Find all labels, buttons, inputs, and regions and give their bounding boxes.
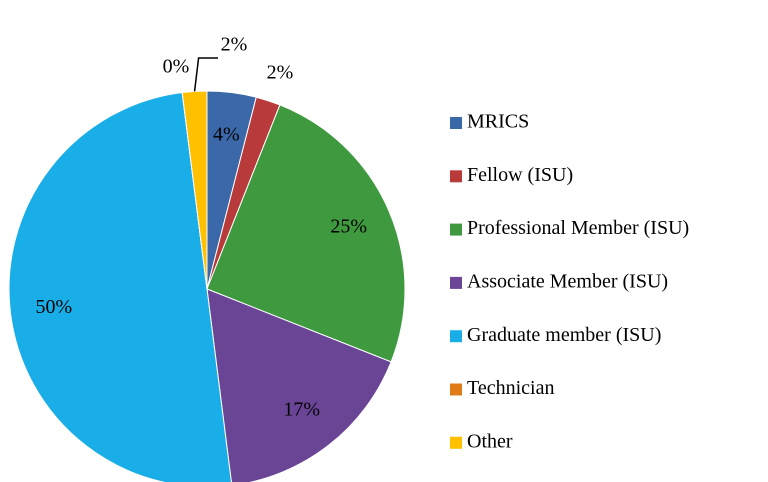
data-label: 0% bbox=[163, 56, 190, 78]
legend-swatch bbox=[450, 436, 462, 449]
data-label: 4% bbox=[213, 123, 240, 145]
data-label: 2% bbox=[221, 34, 248, 56]
legend-label: Other bbox=[467, 430, 513, 452]
legend-swatch bbox=[450, 276, 462, 289]
pie-slice bbox=[206, 104, 406, 363]
legend-swatch bbox=[450, 223, 462, 236]
data-label: 50% bbox=[35, 296, 72, 318]
legend-swatch bbox=[450, 330, 462, 343]
legend-label: Associate Member (ISU) bbox=[467, 270, 668, 292]
data-label: 17% bbox=[283, 399, 320, 421]
legend-swatch bbox=[450, 170, 462, 183]
legend-label: MRICS bbox=[467, 111, 529, 133]
legend-label: Technician bbox=[467, 377, 554, 399]
leader-line bbox=[193, 57, 218, 92]
legend-swatch bbox=[450, 383, 462, 396]
legend-label: Professional Member (ISU) bbox=[467, 217, 689, 239]
legend-swatch bbox=[450, 117, 462, 129]
legend-label: Fellow (ISU) bbox=[467, 164, 573, 186]
data-label: 2% bbox=[267, 62, 294, 84]
data-label: 25% bbox=[330, 215, 367, 237]
legend-label: Graduate member (ISU) bbox=[467, 324, 661, 346]
pie-slice bbox=[8, 92, 232, 482]
